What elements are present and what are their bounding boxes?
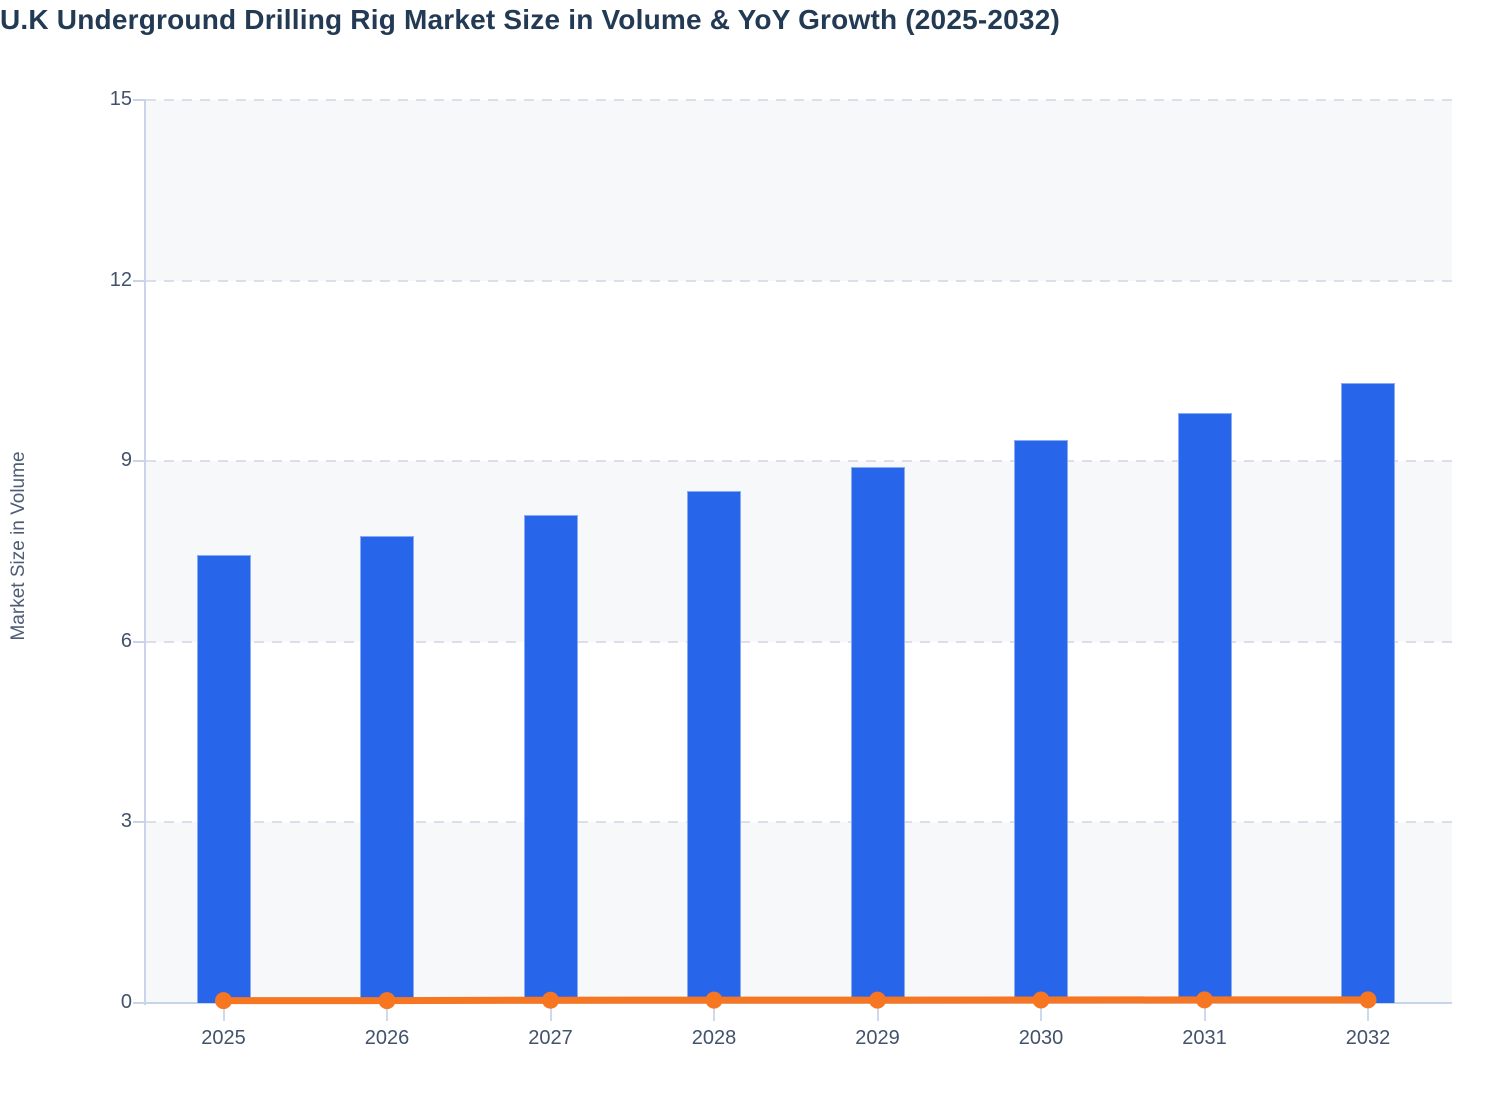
x-axis-line — [146, 1002, 1452, 1004]
x-tick-label-2027: 2027 — [528, 1027, 573, 1049]
x-tick-mark-2027 — [549, 1005, 552, 1021]
bar-2026[interactable] — [360, 536, 414, 1003]
bar-2027[interactable] — [523, 515, 578, 1003]
bar-2028[interactable] — [687, 491, 741, 1003]
x-tick-mark-2026 — [386, 1005, 388, 1021]
yoy-marker-2025[interactable] — [215, 992, 232, 1010]
x-tick-label-2025: 2025 — [201, 1027, 246, 1049]
yoy-marker-2032[interactable] — [1359, 991, 1377, 1009]
y-tick-label-3: 3 — [120, 810, 132, 833]
yoy-marker-2030[interactable] — [1032, 991, 1050, 1009]
x-tick-label-2029: 2029 — [855, 1027, 900, 1049]
y-tick-mark-6 — [133, 640, 146, 643]
yoy-marker-2027[interactable] — [542, 991, 559, 1009]
bar-2032[interactable] — [1341, 382, 1395, 1003]
yoy-marker-2028[interactable] — [705, 991, 723, 1009]
chart-title: U.K Underground Drilling Rig Market Size… — [0, 4, 1060, 35]
yoy-marker-2031[interactable] — [1196, 991, 1213, 1009]
x-tick-label-2031: 2031 — [1182, 1027, 1227, 1049]
bar-2030[interactable] — [1014, 440, 1068, 1003]
y-tick-label-12: 12 — [109, 268, 132, 291]
y-tick-mark-9 — [133, 460, 146, 463]
x-tick-mark-2031 — [1203, 1005, 1206, 1021]
bar-2031[interactable] — [1177, 413, 1232, 1003]
x-tick-label-2028: 2028 — [691, 1027, 737, 1049]
gridline-3 — [146, 821, 1452, 824]
x-tick-mark-2032 — [1367, 1005, 1369, 1021]
gridline-15 — [146, 99, 1452, 101]
gridline-6 — [146, 640, 1452, 643]
plot-band — [146, 641, 1452, 823]
plot-band — [146, 822, 1452, 1003]
x-tick-label-2032: 2032 — [1345, 1027, 1391, 1049]
y-tick-mark-3 — [133, 821, 146, 824]
y-axis-title: Market Size in Volume — [8, 451, 29, 641]
x-tick-label-2026: 2026 — [364, 1027, 410, 1049]
y-tick-mark-12 — [133, 279, 146, 282]
y-tick-label-6: 6 — [120, 629, 132, 652]
x-tick-mark-2030 — [1040, 1005, 1042, 1021]
y-tick-mark-15 — [133, 99, 146, 101]
plot-band — [146, 100, 1452, 281]
plot-band — [146, 461, 1452, 642]
x-tick-mark-2025 — [222, 1005, 225, 1021]
gridline-12 — [146, 279, 1452, 282]
bar-2029[interactable] — [850, 467, 905, 1003]
y-tick-label-15: 15 — [109, 88, 132, 111]
x-tick-mark-2028 — [713, 1005, 715, 1021]
x-tick-mark-2029 — [876, 1005, 879, 1021]
yoy-marker-2029[interactable] — [869, 991, 886, 1009]
x-tick-label-2030: 2030 — [1018, 1027, 1064, 1049]
y-tick-mark-0 — [133, 1002, 146, 1004]
y-tick-label-0: 0 — [120, 991, 132, 1014]
y-axis-line — [144, 100, 146, 1005]
yoy-marker-2026[interactable] — [378, 992, 396, 1010]
y-tick-label-9: 9 — [120, 449, 132, 472]
bar-2025[interactable] — [196, 554, 251, 1003]
gridline-9 — [146, 460, 1452, 463]
plot-band — [146, 280, 1452, 462]
